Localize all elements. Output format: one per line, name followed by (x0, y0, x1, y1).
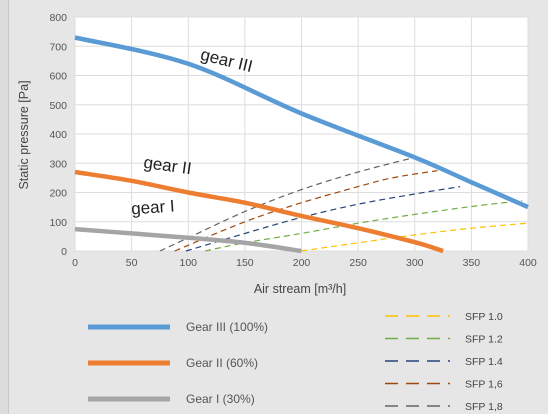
x-tick-label: 0 (72, 257, 78, 269)
sfp-curve-sfp-1-8 (159, 156, 415, 252)
x-tick-label: 50 (126, 257, 138, 269)
x-tick-label: 150 (236, 257, 254, 269)
legend-label: SFP 1.4 (465, 356, 503, 368)
legend-label: SFP 1.2 (465, 334, 503, 346)
y-tick-label: 500 (49, 100, 67, 112)
window-edge (0, 0, 9, 414)
y-tick-label: 400 (49, 129, 67, 141)
grid (74, 16, 529, 252)
y-tick-label: 300 (49, 158, 67, 170)
x-axis-label: Air stream [m³/h] (254, 282, 346, 296)
legend: Gear III (100%) Gear II (60%) Gear I (30%)… (88, 311, 503, 413)
y-tick-label: 0 (61, 246, 67, 258)
x-tick-label: 300 (406, 257, 424, 269)
sfp-curve-sfp-1-6 (174, 170, 438, 252)
curve-gear-ii (74, 169, 444, 254)
sfp-curve-sfp-1-0 (301, 222, 529, 252)
legend-label: SFP 1,6 (465, 379, 503, 391)
legend-label: SFP 1,8 (465, 401, 503, 413)
x-tick-label: 350 (463, 257, 481, 269)
curve-gear-i (74, 226, 302, 254)
legend-label: Gear III (100%) (186, 320, 268, 334)
y-axis-label: Static pressure [Pa] (17, 80, 31, 189)
x-tick-label: 250 (349, 257, 367, 269)
curve-label-gear-i: gear I (131, 196, 176, 218)
y-tick-label: 800 (49, 12, 67, 24)
y-tick-label: 600 (49, 71, 67, 83)
x-tick-label: 400 (519, 257, 537, 269)
y-tick-label: 100 (49, 217, 67, 229)
x-tick-label: 100 (179, 257, 197, 269)
curves (74, 35, 529, 254)
y-tick-label: 700 (49, 41, 67, 53)
legend-label: Gear I (30%) (186, 392, 255, 406)
x-ticks: 0 50 100 150 200 250 300 350 400 (72, 257, 537, 269)
curve-gear-iii (74, 35, 529, 210)
legend-label: Gear II (60%) (186, 356, 258, 370)
y-ticks: 0 100 200 300 400 500 600 700 800 (49, 12, 67, 258)
sfp-curve-sfp-1-4 (185, 186, 461, 252)
legend-label: SFP 1.0 (465, 311, 503, 323)
x-tick-label: 200 (293, 257, 311, 269)
y-tick-label: 200 (49, 188, 67, 200)
